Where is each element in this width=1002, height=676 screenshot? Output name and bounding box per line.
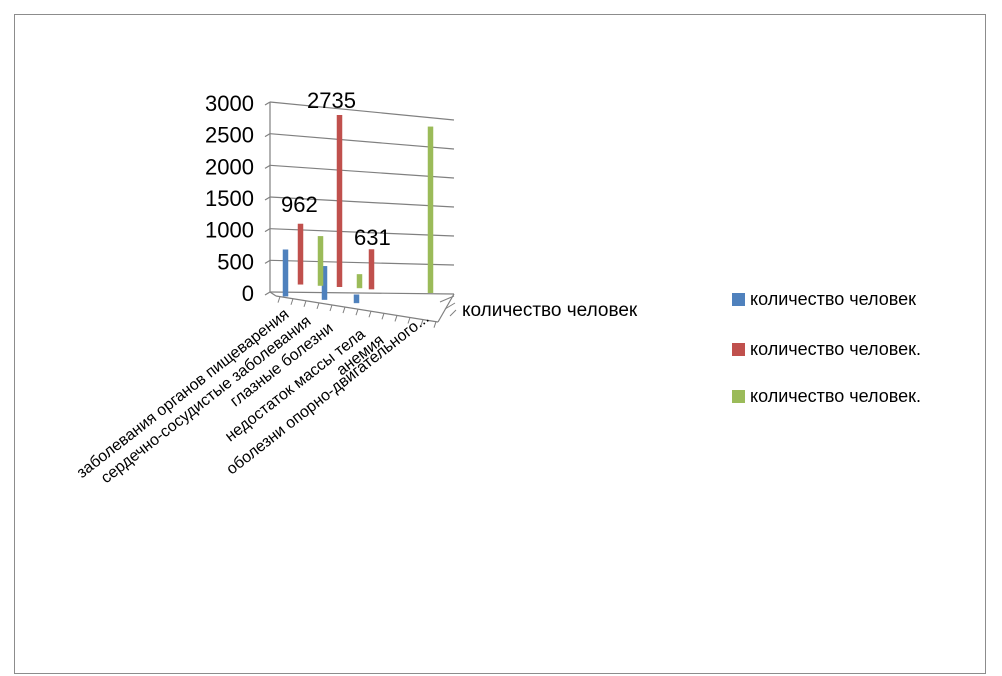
x-tick (277, 296, 281, 303)
y-tick-label: 2000 (205, 154, 254, 179)
bar (368, 249, 375, 290)
x-tick (381, 313, 385, 320)
data-label: 2735 (307, 88, 356, 113)
x-tick (420, 319, 424, 326)
y-tick (264, 228, 271, 233)
floor-left-edge (269, 291, 277, 297)
y-tick-labels: 0 500 1000 1500 2000 2500 3000 (205, 91, 254, 306)
depth-tick (439, 295, 455, 303)
bar (282, 249, 289, 297)
legend-swatch (732, 390, 745, 403)
gridline (269, 291, 455, 295)
x-tick (303, 300, 307, 307)
chart-area (14, 14, 986, 674)
y-tick-label: 3000 (205, 91, 254, 116)
legend-entry: количество человек. (750, 386, 921, 406)
y-tick (264, 164, 271, 169)
bars (282, 114, 434, 304)
y-tick-label: 500 (217, 249, 254, 274)
data-labels: 962 2735 631 (281, 88, 391, 250)
bar (317, 236, 324, 286)
axes (264, 101, 457, 328)
legend-entry: количество человек (750, 289, 916, 309)
x-tick (290, 298, 294, 305)
data-label: 631 (354, 225, 391, 250)
y-tick-label: 1500 (205, 186, 254, 211)
x-tick (355, 309, 359, 316)
gridline (269, 101, 455, 121)
gridline (269, 196, 455, 208)
bar (353, 294, 360, 304)
y-tick-label: 2500 (205, 123, 254, 148)
y-tick (264, 259, 271, 264)
legend-swatch (732, 293, 745, 306)
x-tick (407, 317, 411, 324)
bar (427, 126, 434, 293)
x-tick-labels: заболевания органов пищеварениясердечно-… (74, 306, 433, 487)
x-tick (329, 304, 333, 312)
x-tick (368, 311, 372, 318)
depth-axis-label: количество человек (462, 300, 638, 321)
x-tick (394, 315, 398, 322)
depth-tick (449, 309, 457, 317)
y-tick (264, 291, 271, 296)
gridline (269, 133, 455, 150)
depth-tick (444, 302, 456, 310)
data-label: 962 (281, 192, 318, 217)
gridline (269, 259, 455, 266)
x-tick (316, 302, 320, 310)
legend: количество человек количество человек. кол… (732, 289, 921, 406)
bar (297, 223, 304, 285)
y-tick (264, 133, 271, 138)
legend-swatch (732, 343, 745, 356)
x-tick (342, 306, 346, 314)
gridline (269, 164, 455, 179)
y-tick-label: 1000 (205, 218, 254, 243)
y-tick (264, 196, 271, 201)
y-tick-label: 0 (242, 281, 254, 306)
legend-entry: количество человек. (750, 339, 921, 359)
bar (356, 274, 363, 289)
x-tick (433, 321, 437, 328)
x-axis (275, 295, 439, 323)
y-tick (264, 101, 271, 106)
bar (336, 114, 343, 287)
